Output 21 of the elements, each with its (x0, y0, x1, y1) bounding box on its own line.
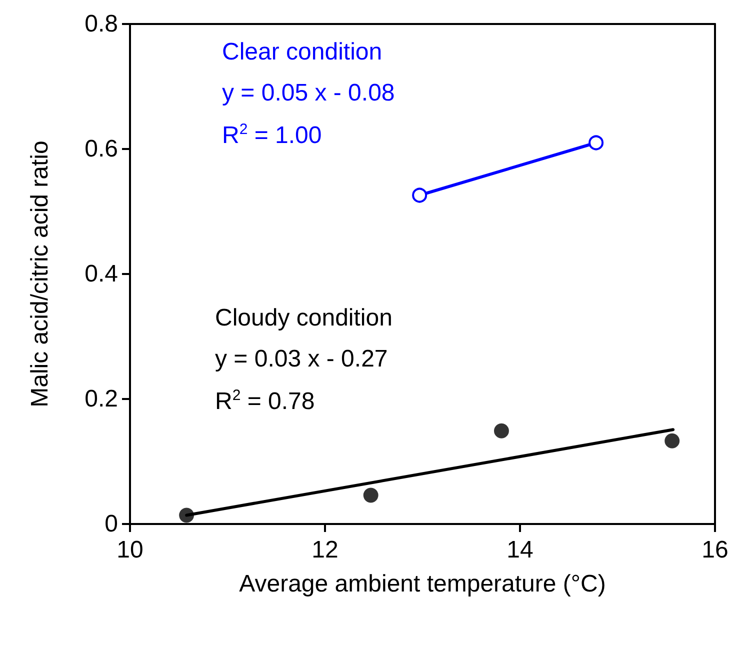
y-tick-label: 0.4 (84, 260, 118, 288)
annotation: y = 0.03 x - 0.27 (215, 346, 388, 372)
point (179, 508, 194, 523)
x-tick-label: 16 (702, 536, 728, 564)
y-tick-label: 0 (104, 510, 118, 538)
point (588, 135, 604, 150)
x-axis-title: Average ambient temperature (°C) (239, 570, 606, 598)
annotation: y = 0.05 x - 0.08 (222, 80, 395, 106)
point (494, 423, 509, 438)
x-tick-label: 10 (116, 536, 144, 564)
point (412, 188, 428, 203)
text: Cloudy condition (215, 304, 392, 332)
y-tick-label: 0.8 (84, 10, 118, 38)
y-axis-title: Malic acid/citric acid ratio (26, 140, 54, 408)
point (664, 433, 680, 448)
y-tick-label: 0.2 (84, 386, 118, 412)
point (363, 488, 378, 503)
y-tick-label: 0.6 (84, 136, 118, 162)
x-tick-label: 14 (506, 536, 534, 564)
x-tick-label: 12 (312, 536, 338, 564)
text: Clear condition (222, 38, 382, 66)
